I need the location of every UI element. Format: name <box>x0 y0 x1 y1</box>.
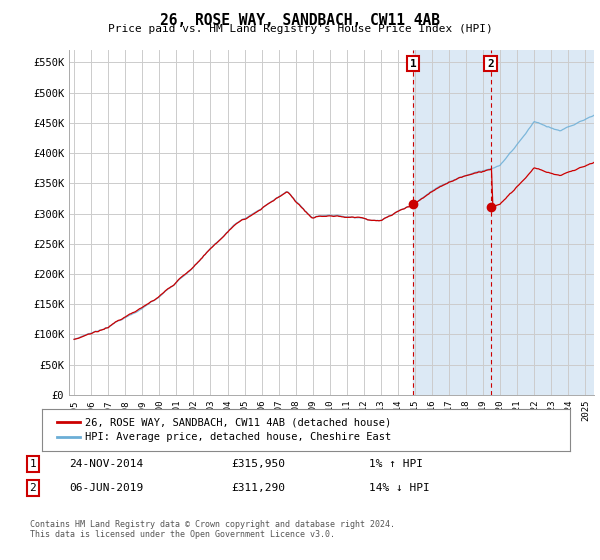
Text: 14% ↓ HPI: 14% ↓ HPI <box>369 483 430 493</box>
Text: 1: 1 <box>29 459 37 469</box>
Text: 06-JUN-2019: 06-JUN-2019 <box>69 483 143 493</box>
Text: Contains HM Land Registry data © Crown copyright and database right 2024.
This d: Contains HM Land Registry data © Crown c… <box>30 520 395 539</box>
Text: £315,950: £315,950 <box>231 459 285 469</box>
Text: Price paid vs. HM Land Registry's House Price Index (HPI): Price paid vs. HM Land Registry's House … <box>107 24 493 34</box>
Text: 1% ↑ HPI: 1% ↑ HPI <box>369 459 423 469</box>
Legend: 26, ROSE WAY, SANDBACH, CW11 4AB (detached house), HPI: Average price, detached : 26, ROSE WAY, SANDBACH, CW11 4AB (detach… <box>52 413 395 446</box>
Text: 26, ROSE WAY, SANDBACH, CW11 4AB: 26, ROSE WAY, SANDBACH, CW11 4AB <box>160 13 440 28</box>
Text: 2: 2 <box>487 59 494 69</box>
Text: 1: 1 <box>410 59 416 69</box>
Text: 24-NOV-2014: 24-NOV-2014 <box>69 459 143 469</box>
Text: 2: 2 <box>29 483 37 493</box>
Text: £311,290: £311,290 <box>231 483 285 493</box>
Bar <box>413 50 594 395</box>
